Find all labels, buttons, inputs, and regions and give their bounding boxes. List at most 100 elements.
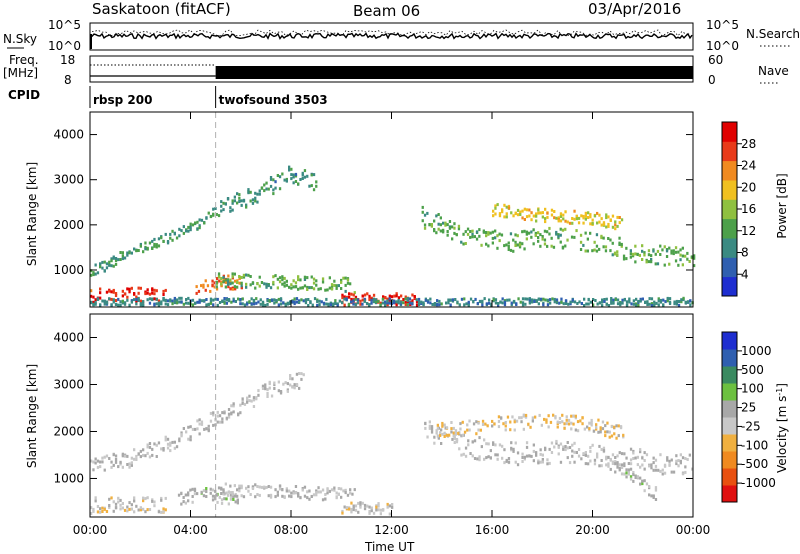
scatter-cell bbox=[121, 454, 124, 458]
y-tick-label: 4000 bbox=[53, 330, 84, 344]
scatter-cell bbox=[341, 509, 344, 513]
scatter-cell bbox=[645, 482, 649, 486]
scatter-cell bbox=[503, 300, 507, 304]
scatter-cell bbox=[411, 299, 414, 303]
scatter-cell bbox=[584, 453, 587, 457]
scatter-cell bbox=[223, 297, 226, 300]
scatter-cell bbox=[288, 489, 291, 493]
scatter-cell bbox=[178, 439, 181, 443]
scatter-cell bbox=[180, 492, 183, 496]
scatter-cell bbox=[146, 291, 149, 295]
scatter-cell bbox=[330, 283, 334, 287]
scatter-cell bbox=[535, 451, 538, 455]
scatter-cell bbox=[221, 411, 224, 415]
scatter-cell bbox=[321, 488, 325, 492]
scatter-cell bbox=[634, 476, 637, 479]
scatter-cell bbox=[478, 455, 481, 459]
scatter-cell bbox=[404, 297, 407, 301]
scatter-cell bbox=[469, 297, 473, 301]
scatter-cell bbox=[90, 289, 93, 293]
scatter-cell bbox=[485, 456, 488, 460]
scatter-cell bbox=[146, 445, 149, 449]
scatter-cell bbox=[528, 214, 531, 218]
scatter-cell bbox=[361, 298, 364, 302]
scatter-cell bbox=[605, 213, 608, 217]
scatter-cell bbox=[173, 232, 176, 236]
scatter-cell bbox=[309, 300, 312, 304]
scatter-cell bbox=[415, 300, 419, 304]
scatter-cell bbox=[556, 420, 559, 424]
scatter-cell bbox=[607, 224, 610, 228]
colorbar-tick-label: 12 bbox=[741, 224, 756, 238]
scatter-cell bbox=[278, 484, 282, 488]
scatter-cell bbox=[114, 502, 118, 506]
scatter-cell bbox=[200, 422, 204, 426]
scatter-cell bbox=[498, 232, 501, 236]
scatter-cell bbox=[236, 285, 239, 289]
scatter-cell bbox=[611, 462, 615, 465]
scatter-cell bbox=[428, 420, 431, 424]
scatter-cell bbox=[417, 303, 421, 306]
scatter-cell bbox=[563, 426, 566, 430]
scatter-cell bbox=[564, 448, 567, 452]
scatter-cell bbox=[291, 385, 294, 389]
scatter-cell bbox=[541, 453, 544, 457]
scatter-cell bbox=[600, 464, 603, 468]
scatter-cell bbox=[144, 247, 147, 251]
scatter-cell bbox=[227, 502, 230, 506]
scatter-cell bbox=[484, 422, 487, 426]
scatter-cell bbox=[538, 413, 541, 417]
scatter-cell bbox=[593, 214, 597, 218]
scatter-cell bbox=[335, 491, 338, 495]
scatter-cell bbox=[270, 394, 274, 398]
scatter-cell bbox=[286, 301, 289, 305]
scatter-cell bbox=[585, 302, 588, 306]
scatter-cell bbox=[194, 427, 197, 431]
scatter-cell bbox=[616, 454, 619, 458]
scatter-cell bbox=[110, 460, 113, 464]
scatter-cell bbox=[340, 495, 343, 499]
scatter-cell bbox=[587, 302, 590, 306]
scatter-cell bbox=[550, 451, 554, 454]
scatter-cell bbox=[368, 297, 371, 301]
scatter-cell bbox=[580, 214, 583, 218]
scatter-cell bbox=[539, 448, 542, 452]
scatter-cell bbox=[430, 430, 434, 434]
scatter-cell bbox=[641, 482, 644, 486]
scatter-cell bbox=[324, 288, 327, 292]
scatter-cell bbox=[589, 459, 592, 463]
scatter-cell bbox=[233, 272, 236, 276]
scatter-cell bbox=[605, 216, 608, 220]
colorbar-swatch bbox=[722, 141, 737, 162]
scatter-cell bbox=[342, 489, 345, 493]
scatter-cell bbox=[218, 301, 222, 304]
scatter-cell bbox=[597, 430, 600, 434]
scatter-cell bbox=[460, 297, 464, 301]
scatter-cell bbox=[180, 434, 183, 438]
scatter-cell bbox=[347, 302, 351, 306]
scatter-cell bbox=[459, 427, 462, 431]
scatter-cell bbox=[552, 245, 556, 249]
scatter-cell bbox=[279, 297, 283, 301]
scatter-cell bbox=[187, 493, 190, 497]
scatter-cell bbox=[634, 260, 637, 264]
scatter-cell bbox=[524, 413, 528, 417]
scatter-cell bbox=[153, 297, 156, 301]
scatter-cell bbox=[110, 465, 113, 469]
scatter-cell bbox=[478, 234, 481, 238]
scatter-cell bbox=[496, 453, 499, 457]
scatter-cell bbox=[153, 237, 156, 241]
scatter-cell bbox=[504, 424, 507, 428]
y-tick-label: 4000 bbox=[53, 128, 84, 142]
scatter-cell bbox=[466, 227, 470, 231]
scatter-cell bbox=[512, 214, 515, 218]
scatter-cell bbox=[520, 420, 523, 424]
scatter-cell bbox=[256, 192, 259, 196]
scatter-cell bbox=[446, 230, 449, 233]
scatter-cell bbox=[187, 499, 190, 503]
scatter-cell bbox=[239, 298, 242, 301]
scatter-cell bbox=[359, 505, 362, 509]
scatter-cell bbox=[634, 252, 637, 256]
scatter-cell bbox=[602, 446, 606, 450]
scatter-cell bbox=[258, 275, 261, 279]
